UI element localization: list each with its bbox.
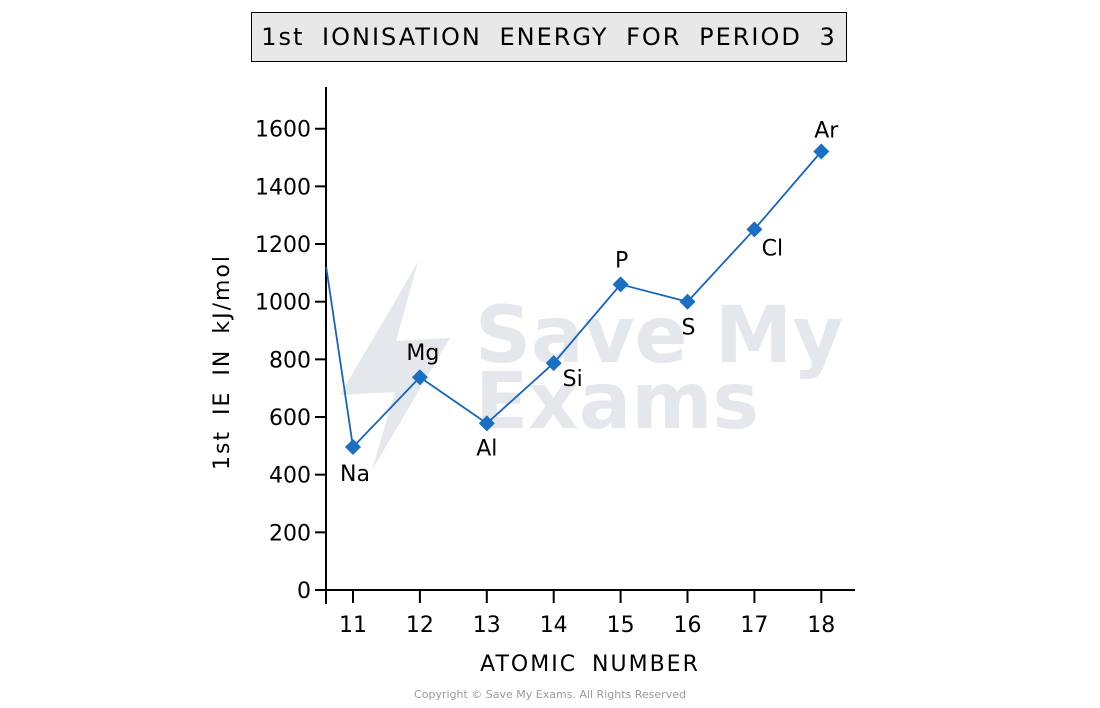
x-tick-label: 16	[674, 613, 702, 638]
axes	[325, 87, 855, 604]
point-label-na: Na	[340, 462, 370, 487]
x-axis-title: ATOMIC NUMBER	[480, 652, 700, 677]
x-tick-label: 11	[339, 613, 367, 638]
point-label-mg: Mg	[406, 341, 439, 366]
y-axis-title: 1st IE IN kJ/mol	[210, 254, 235, 470]
y-tick-label: 400	[269, 464, 311, 489]
copyright-notice: Copyright © Save My Exams. All Rights Re…	[414, 688, 686, 701]
point-label-al: Al	[476, 436, 497, 461]
data-point-p	[612, 276, 629, 293]
point-label-cl: Cl	[762, 236, 783, 261]
point-label-ar: Ar	[814, 118, 839, 143]
data-point-s	[679, 293, 696, 310]
x-ticks: 11 12 13 14 15 16 17 18 ATOMIC NUMBER	[339, 590, 835, 677]
y-tick-label: 1000	[255, 291, 311, 316]
point-label-s: S	[682, 316, 696, 341]
data-point-mg	[411, 369, 428, 386]
x-tick-label: 15	[607, 613, 635, 638]
x-tick-label: 18	[807, 613, 835, 638]
x-tick-label: 12	[406, 613, 434, 638]
point-label-si: Si	[563, 367, 583, 392]
point-label-p: P	[615, 248, 628, 273]
x-tick-label: 13	[473, 613, 501, 638]
watermark-text: Save My	[475, 291, 843, 381]
y-tick-label: 200	[269, 521, 311, 546]
y-tick-label: 0	[297, 579, 311, 604]
chart-title: 1st IONISATION ENERGY FOR PERIOD 3	[261, 23, 837, 51]
watermark-logo	[340, 262, 450, 470]
y-tick-label: 800	[269, 348, 311, 373]
data-point-na	[345, 439, 361, 456]
chart-title-box: 1st IONISATION ENERGY FOR PERIOD 3	[251, 12, 847, 62]
data-point-cl	[746, 221, 763, 238]
watermark-text: Exams	[475, 357, 759, 447]
y-tick-label: 1400	[255, 175, 311, 200]
data-point-ar	[813, 143, 830, 160]
y-tick-label: 1600	[255, 118, 311, 143]
data-point-al	[478, 415, 495, 432]
x-tick-label: 17	[740, 613, 768, 638]
y-tick-label: 600	[269, 406, 311, 431]
y-ticks: 0 200 400 600 800 1000 1200 1400 1600 1st IE IN k…	[210, 118, 326, 604]
data-series	[325, 143, 830, 456]
point-labels: Na Mg Al Si P S Cl Ar	[340, 118, 839, 487]
y-tick-label: 1200	[255, 233, 311, 258]
x-tick-label: 14	[540, 613, 568, 638]
data-point-si	[545, 355, 562, 372]
